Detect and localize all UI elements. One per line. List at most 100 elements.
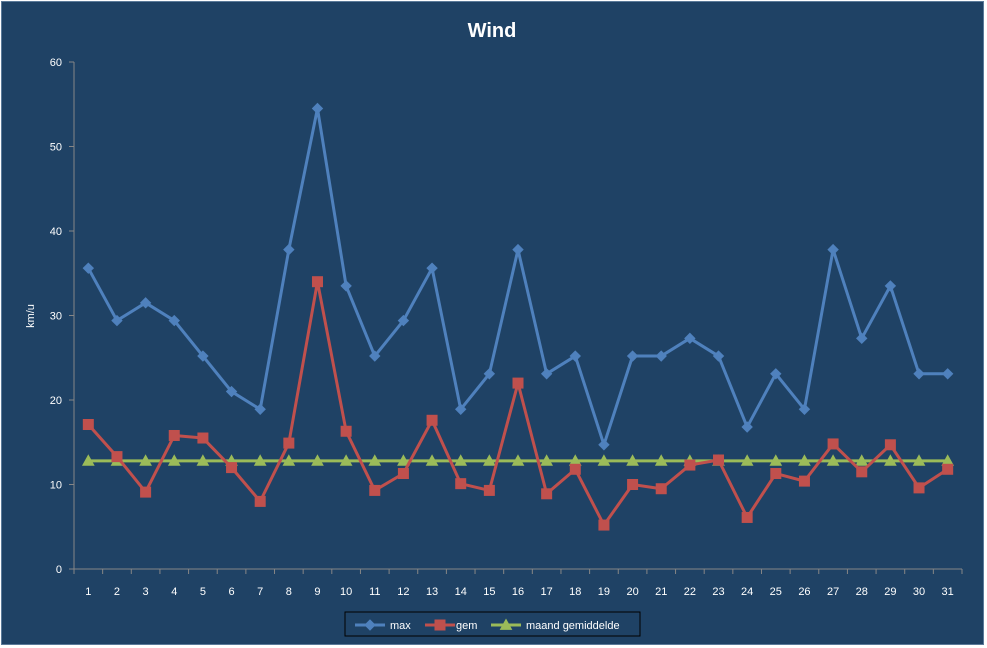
series-max bbox=[82, 102, 954, 451]
x-tick-label: 19 bbox=[598, 586, 610, 598]
data-point-gem bbox=[741, 511, 753, 523]
x-tick-label: 12 bbox=[397, 586, 409, 598]
data-point-max bbox=[913, 368, 925, 380]
data-point-maand-gemiddelde bbox=[511, 454, 525, 466]
x-tick-label: 8 bbox=[286, 586, 292, 598]
x-tick-label: 7 bbox=[257, 586, 263, 598]
data-point-max bbox=[168, 314, 180, 327]
data-point-gem bbox=[254, 495, 266, 507]
data-point-max bbox=[856, 332, 868, 345]
data-point-max bbox=[139, 297, 152, 309]
x-tick-label: 1 bbox=[85, 586, 91, 598]
legend-box bbox=[344, 611, 641, 637]
data-point-gem bbox=[884, 439, 896, 451]
y-tick-label: 0 bbox=[56, 564, 62, 576]
data-point-maand-gemiddelde bbox=[368, 454, 382, 466]
data-point-max bbox=[540, 368, 553, 380]
data-point-gem bbox=[369, 484, 381, 496]
x-tick-label: 3 bbox=[143, 586, 149, 598]
data-point-maand-gemiddelde bbox=[483, 454, 496, 466]
x-tick-label: 27 bbox=[827, 586, 839, 598]
data-point-max bbox=[283, 243, 295, 256]
data-point-max bbox=[369, 350, 381, 362]
data-point-gem bbox=[713, 454, 725, 466]
data-point-max bbox=[397, 314, 410, 327]
data-point-max bbox=[111, 314, 123, 327]
data-point-max bbox=[884, 280, 897, 292]
data-point-gem bbox=[168, 429, 180, 441]
y-tick-label: 60 bbox=[50, 57, 62, 69]
data-point-gem bbox=[283, 437, 295, 449]
data-point-gem bbox=[627, 479, 639, 490]
data-point-gem bbox=[397, 468, 409, 480]
data-point-gem bbox=[913, 482, 925, 494]
x-tick-label: 13 bbox=[426, 586, 438, 598]
data-point-gem bbox=[82, 419, 94, 431]
x-tick-label: 28 bbox=[856, 586, 868, 598]
legend-label-maand-gemiddelde: maand gemiddelde bbox=[526, 620, 620, 632]
data-point-max bbox=[741, 421, 753, 433]
x-tick-label: 4 bbox=[171, 586, 177, 598]
x-tick-label: 14 bbox=[455, 586, 467, 598]
data-point-max bbox=[82, 262, 95, 274]
data-point-maand-gemiddelde bbox=[282, 454, 296, 466]
data-point-gem bbox=[111, 451, 123, 463]
data-point-gem bbox=[798, 475, 810, 487]
data-point-gem bbox=[140, 486, 152, 498]
data-point-max bbox=[941, 368, 954, 380]
data-point-maand-gemiddelde bbox=[311, 454, 324, 466]
data-point-maand-gemiddelde bbox=[855, 454, 869, 466]
data-point-maand-gemiddelde bbox=[425, 454, 439, 466]
x-tick-label: 22 bbox=[684, 586, 696, 598]
data-point-gem bbox=[770, 468, 782, 480]
y-tick-label: 40 bbox=[50, 226, 62, 238]
chart-title: Wind bbox=[468, 20, 517, 42]
x-tick-label: 2 bbox=[114, 586, 120, 598]
data-point-maand-gemiddelde bbox=[884, 454, 897, 466]
data-point-gem bbox=[655, 483, 667, 495]
legend-marker-gem bbox=[434, 619, 446, 631]
data-point-max bbox=[655, 350, 667, 362]
legend-label-max: max bbox=[390, 620, 411, 632]
y-tick-label: 30 bbox=[50, 311, 62, 323]
x-tick-label: 18 bbox=[569, 586, 581, 598]
series-line-gem bbox=[87, 280, 949, 527]
data-point-gem bbox=[827, 438, 839, 450]
legend-label-gem: gem bbox=[456, 620, 477, 632]
data-point-maand-gemiddelde bbox=[196, 454, 210, 466]
data-point-gem bbox=[455, 478, 467, 490]
data-point-max bbox=[798, 403, 811, 416]
x-tick-label: 24 bbox=[741, 586, 753, 598]
data-point-gem bbox=[684, 459, 696, 471]
data-point-maand-gemiddelde bbox=[253, 454, 267, 466]
data-point-maand-gemiddelde bbox=[397, 454, 410, 466]
data-point-maand-gemiddelde bbox=[540, 454, 553, 466]
data-point-max bbox=[512, 243, 524, 256]
data-point-max bbox=[483, 368, 496, 380]
data-point-gem bbox=[512, 377, 524, 389]
data-point-maand-gemiddelde bbox=[139, 454, 152, 466]
data-point-max bbox=[225, 385, 238, 398]
x-tick-label: 30 bbox=[913, 586, 925, 598]
x-tick-label: 10 bbox=[340, 586, 352, 598]
data-point-max bbox=[254, 403, 266, 416]
data-point-max bbox=[426, 262, 438, 274]
data-point-max bbox=[569, 350, 581, 362]
x-tick-label: 15 bbox=[483, 586, 495, 598]
y-tick-label: 20 bbox=[50, 395, 62, 407]
data-point-gem bbox=[340, 425, 352, 437]
data-point-maand-gemiddelde bbox=[826, 454, 840, 466]
data-point-max bbox=[455, 403, 467, 416]
data-point-max bbox=[827, 243, 839, 256]
x-tick-label: 23 bbox=[712, 586, 724, 598]
data-point-gem bbox=[226, 462, 238, 474]
series-gem bbox=[82, 276, 954, 531]
data-point-max bbox=[684, 332, 696, 345]
x-tick-label: 25 bbox=[770, 586, 782, 598]
y-axis-label: km/u bbox=[25, 304, 37, 328]
x-tick-label: 17 bbox=[541, 586, 553, 598]
legend: max gem maand gemiddelde bbox=[344, 611, 641, 637]
series-line-max bbox=[87, 106, 948, 447]
